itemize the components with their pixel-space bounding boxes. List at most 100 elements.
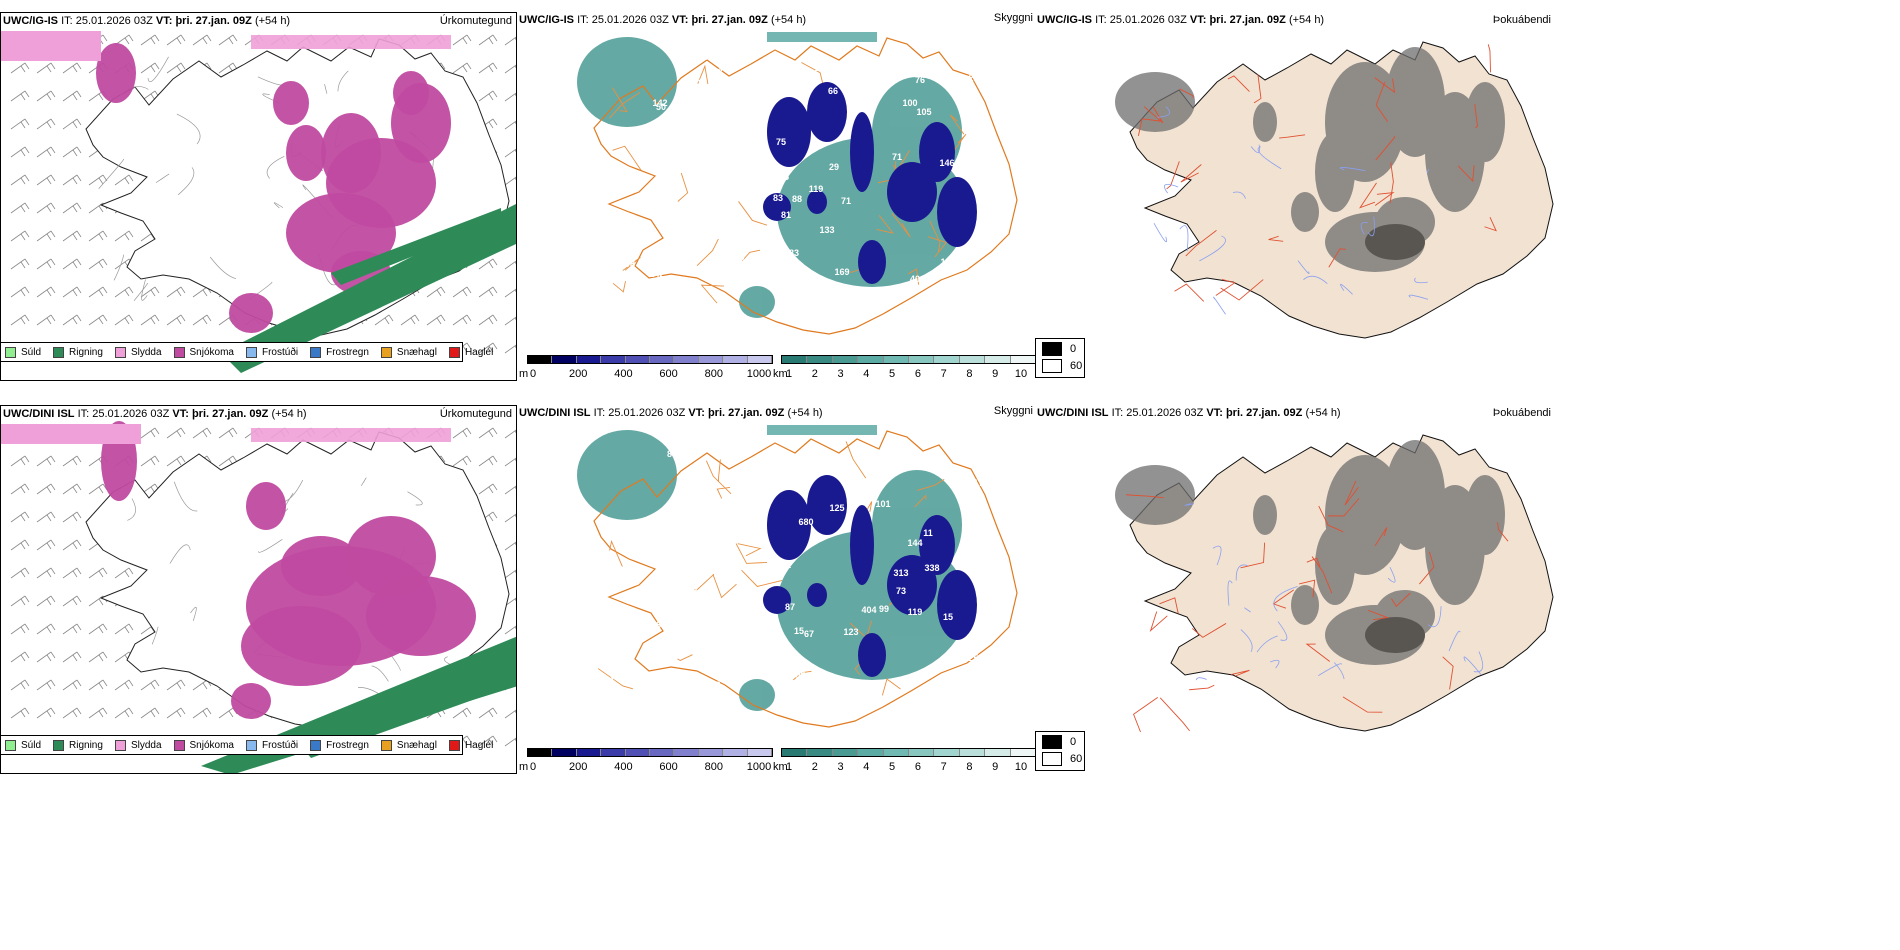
vt-label: VT:	[671, 14, 689, 26]
vis-tick-label: 1	[785, 368, 793, 380]
panel-title: UWC/IG-IS IT: 25.01.2026 03Z VT: þri. 27…	[1037, 14, 1324, 26]
vis-tick-label: 5	[889, 368, 896, 380]
vt-label: VT:	[688, 407, 705, 419]
visibility-map-canvas: 413 404 153 85 15 101 65 177 313 69 72 119 21 78 86 125…	[577, 425, 1018, 728]
legend-label: Frostregn	[326, 346, 369, 358]
sleet-areas	[1, 31, 451, 61]
vis-tick-label: 10	[1014, 761, 1028, 773]
cloud-base-label: 123	[843, 627, 858, 637]
it-value: 25.01.2026 03Z	[1126, 407, 1204, 419]
cloud-base-label: 201	[675, 627, 690, 637]
fog-key-row: 60	[1042, 359, 1082, 373]
legend-label: Frostúði	[261, 739, 299, 751]
legend-label: Snjókoma	[189, 346, 234, 358]
vis-colorbar-segments	[781, 355, 1037, 364]
cloud-base-label: 258	[731, 670, 746, 680]
vis-tick-label: 4	[863, 368, 870, 380]
it-value: 25.01.2026 03Z	[591, 14, 669, 26]
fog-key: 0 60	[1035, 731, 1085, 771]
vt-label: VT:	[1189, 14, 1207, 26]
legend-swatch	[5, 739, 16, 751]
panel-title: UWC/IG-IS IT: 25.01.2026 03Z VT: þri. 27…	[3, 15, 290, 27]
vt-label: VT:	[172, 408, 189, 420]
vt-label: VT:	[1206, 407, 1223, 419]
cloud-base-label: 125	[829, 503, 844, 513]
fog-key-label: 60	[1070, 753, 1083, 765]
cloud-base-label: 109	[747, 158, 762, 168]
vt-value: þri. 27.jan. 09Z	[1225, 407, 1303, 419]
vt-value: þri. 27.jan. 09Z	[691, 14, 768, 26]
cloud-base-label: 62	[638, 224, 648, 234]
legend-swatch	[114, 739, 126, 751]
cloud-base-label: 72	[710, 537, 720, 547]
cloud-base-label: 108	[813, 457, 828, 467]
legend-item: Súld	[5, 346, 41, 358]
cloud-base-label: 404	[861, 605, 876, 615]
model-label: UWC/IG-IS	[1037, 14, 1092, 26]
vt-value: þri. 27.jan. 09Z	[707, 407, 785, 419]
cloud-base-label: 142	[652, 98, 667, 108]
visibility-panel-name: Skyggni	[993, 12, 1033, 24]
fog-key-label: 0	[1070, 343, 1077, 355]
cloud-base-label: 40	[910, 274, 920, 284]
legend-label: Rigning	[69, 739, 103, 751]
it-value: 25.01.2026 03Z	[75, 15, 153, 27]
vis-colorbar: km 1 2 3 4 5 6 7 8 9 10	[773, 748, 1049, 778]
legend-swatch	[53, 346, 65, 358]
cloud-base-label: 76	[915, 75, 925, 85]
lead-time: (+54 h)	[1305, 407, 1341, 419]
legend-label: Haglél	[464, 346, 494, 358]
vis-tick-label: 8	[966, 761, 973, 773]
it-value: 25.01.2026 03Z	[92, 408, 170, 420]
legend-label: Frostúði	[261, 346, 299, 358]
legend-item: Slydda	[114, 739, 162, 751]
legend-item: Snæhagl	[380, 346, 437, 358]
roads	[1137, 44, 1497, 302]
cloud-base-label: 105	[916, 107, 931, 117]
visibility-map-0: 32 146 109 40 62 50 29 61 53 66 100 128 142 240 188 186…	[517, 12, 1035, 352]
fog-key-row: 60	[1042, 752, 1082, 766]
vis-tick-label: 5	[889, 761, 896, 773]
legend-item: Haglél	[448, 739, 493, 751]
legend-item: Frostúði	[245, 739, 299, 751]
vis-tick-label: 6	[914, 368, 921, 380]
cloud-base-label: 325	[963, 653, 978, 663]
lead-time: (+54 h)	[271, 408, 307, 420]
cloud-base-label: 313	[893, 568, 908, 578]
fog-key-row: 0	[1042, 735, 1076, 749]
vis-tick-label: 1	[785, 761, 793, 773]
cloud-base-label: 480	[803, 53, 818, 63]
legend-item: Snjókoma	[173, 739, 234, 751]
vis-colorbar: km 1 2 3 4 5 6 7 8 9 10	[773, 355, 1049, 385]
legend-swatch	[114, 346, 126, 358]
cloud-base-label: 98	[625, 259, 635, 269]
vis-tick-label: 7	[940, 761, 947, 773]
lead-time: (+54 h)	[1288, 14, 1325, 26]
fog-panel-name: Þokuábendi	[1492, 14, 1551, 26]
legend-item: Frostregn	[310, 346, 369, 358]
cloud-base-label: 83	[789, 248, 799, 258]
cloud-base-label: 338	[924, 563, 939, 573]
legend-swatch	[173, 739, 185, 751]
precip-panel-name: Úrkomutegund	[439, 408, 512, 420]
cloud-base-label: 81	[781, 210, 791, 220]
vis-tick-label: 9	[992, 761, 999, 773]
cloud-base-label: 75	[776, 137, 786, 147]
cloud-base-label: 71	[841, 196, 851, 206]
legend-swatch	[53, 739, 65, 751]
precip-type-map-1: UWC/DINI ISL IT: 25.01.2026 03Z VT: þri.…	[0, 405, 517, 774]
cloud-tick-label: 800	[704, 761, 723, 773]
fog-panel-name: Þokuábendi	[1492, 407, 1551, 419]
cloud-base-label: 15	[943, 612, 953, 622]
legend-label: Slydda	[130, 346, 162, 358]
cloud-base-label: 11	[923, 528, 933, 538]
cloud-base-label: 32	[693, 78, 703, 88]
vis-tick-label: 7	[940, 368, 947, 380]
cloud-base-label: 61	[710, 259, 720, 269]
vt-value: þri. 27.jan. 09Z	[175, 15, 252, 27]
cloud-base-label: 65	[667, 583, 677, 593]
cloud-base-label: 50	[656, 102, 666, 112]
legend-swatch	[310, 739, 322, 751]
cloud-base-label: 170	[683, 588, 698, 598]
vis-tick-label: 8	[966, 368, 973, 380]
